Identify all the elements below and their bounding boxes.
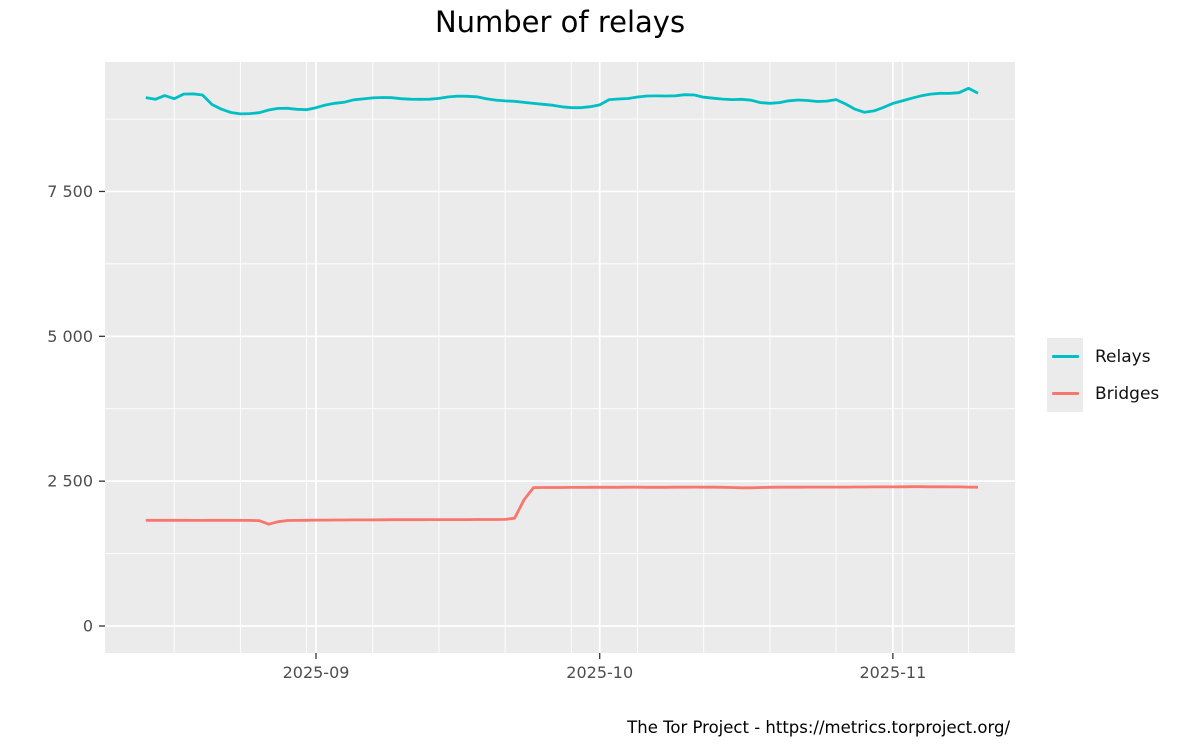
bridges-line <box>145 485 979 526</box>
chart-title: Number of relays <box>434 5 686 39</box>
bridges-line-icon <box>1051 392 1079 395</box>
legend: Relays Bridges <box>1047 338 1159 412</box>
relays-legend-key <box>1047 338 1083 375</box>
panel-background <box>105 62 1015 653</box>
y-tick-label: 2 500 <box>47 472 93 491</box>
bridges-legend-key <box>1047 375 1083 412</box>
x-tick-label: 2025-10 <box>566 663 633 682</box>
x-tick-label: 2025-09 <box>283 663 350 682</box>
y-tick-label: 7 500 <box>47 182 93 201</box>
relays-line-icon <box>1051 355 1079 358</box>
legend-label-bridges: Bridges <box>1095 383 1160 404</box>
y-tick-label: 5 000 <box>47 327 93 346</box>
relays-line <box>145 86 979 116</box>
y-tick-label: 0 <box>83 617 93 636</box>
legend-item-relays: Relays <box>1047 338 1159 375</box>
source-caption: The Tor Project - https://metrics.torpro… <box>627 718 1010 737</box>
legend-label-relays: Relays <box>1095 346 1151 367</box>
x-tick-label: 2025-11 <box>859 663 926 682</box>
legend-item-bridges: Bridges <box>1047 375 1159 412</box>
